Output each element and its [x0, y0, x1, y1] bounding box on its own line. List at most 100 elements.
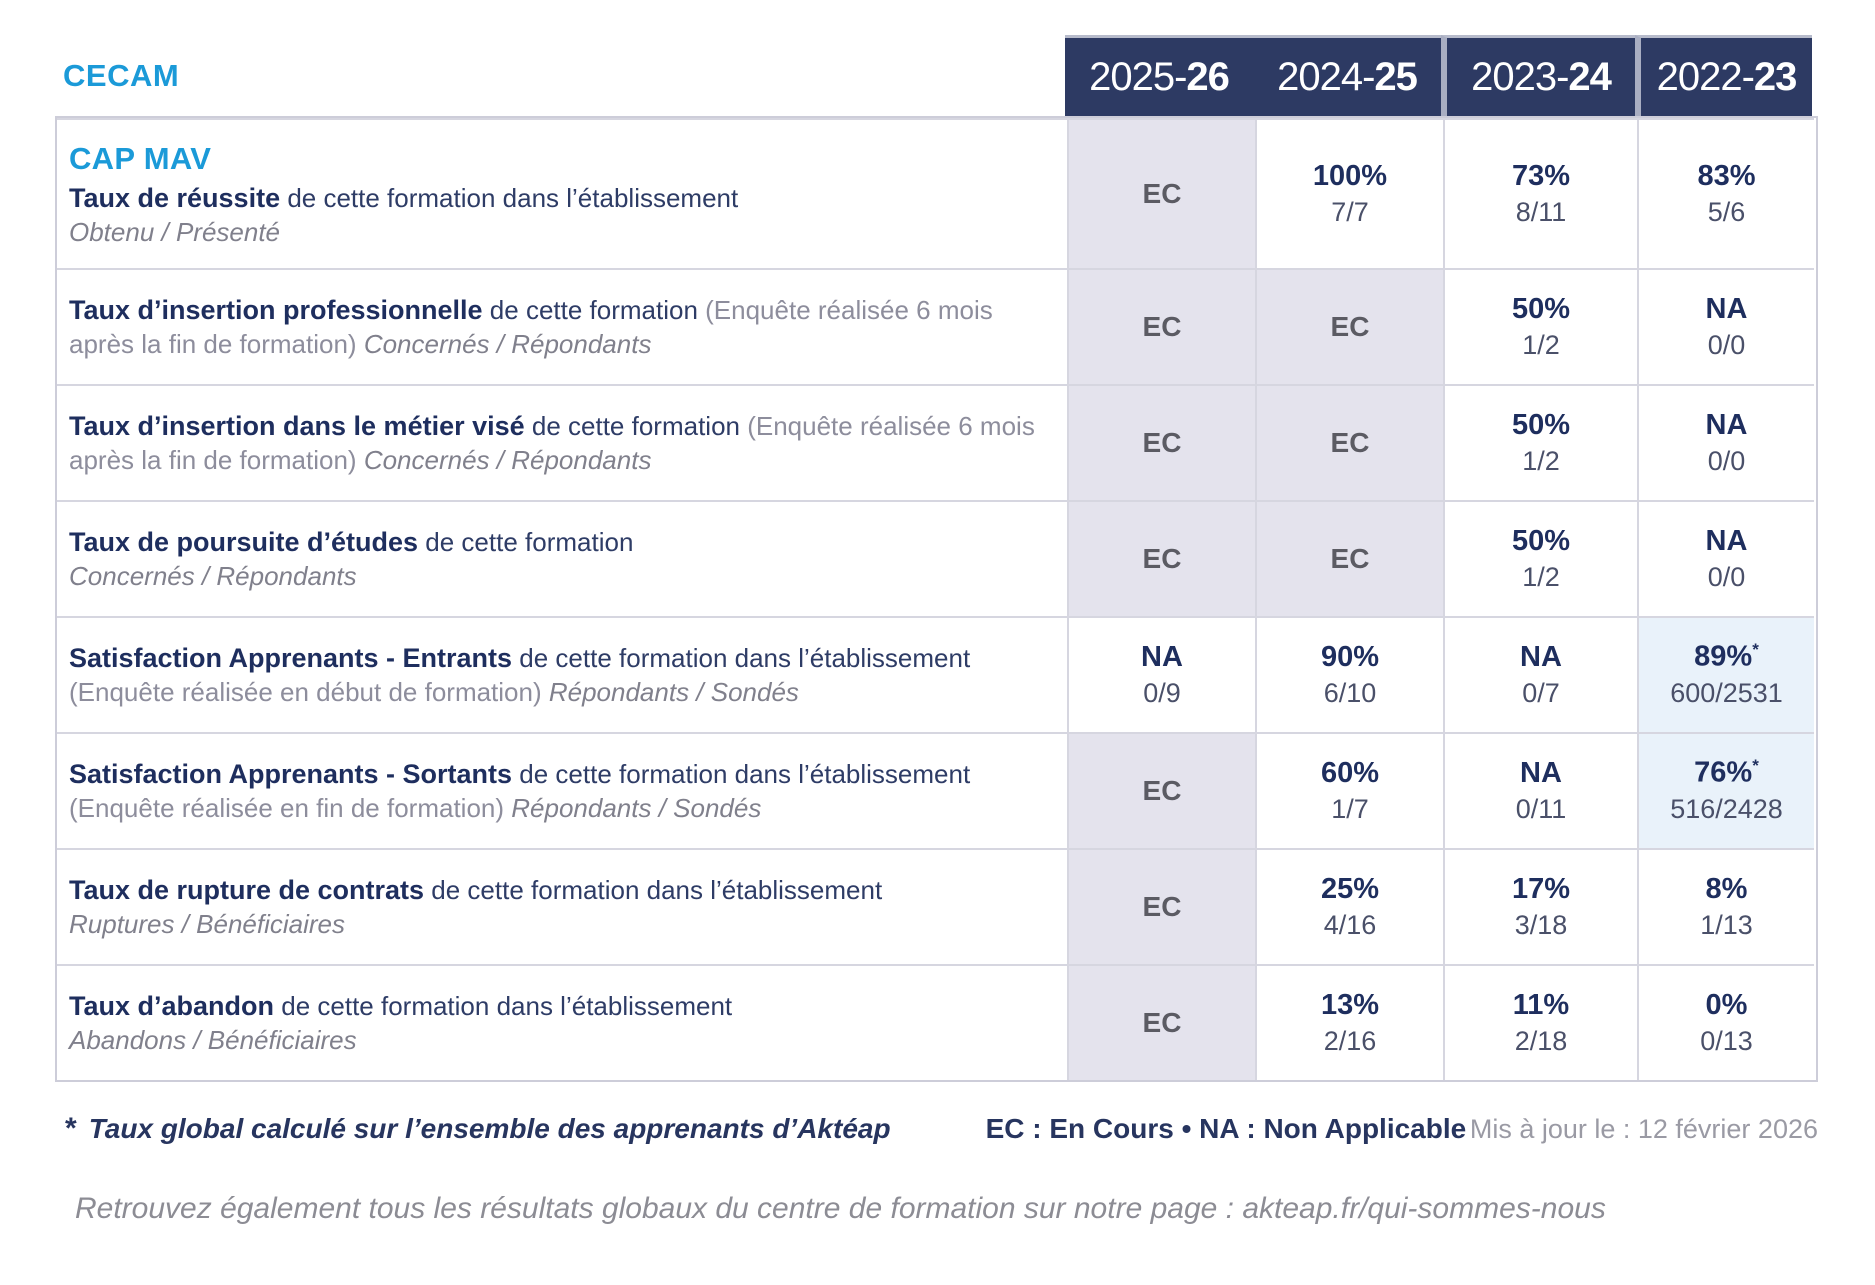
metric-ratio-caption: Concernés / Répondants: [69, 560, 357, 591]
value-cell-in-progress: EC: [1067, 500, 1255, 616]
metric-label-text: Taux de rupture de contrats de cette for…: [69, 873, 1045, 908]
year-prefix: 2022-: [1656, 54, 1755, 99]
percentage-value: 0%: [1705, 988, 1748, 1021]
metric-description: de cette formation dans l’établissement: [512, 643, 971, 674]
metric-title: Taux d’insertion dans le métier visé: [69, 411, 525, 442]
metric-label-text: Taux d’insertion dans le métier visé de …: [69, 409, 1045, 477]
ec-value: EC: [1330, 543, 1370, 574]
fraction-value: 1/2: [1522, 561, 1560, 592]
percentage-value: 73%: [1511, 159, 1571, 192]
metric-title: Taux de rupture de contrats: [69, 875, 425, 906]
year-prefix: 2023-: [1471, 54, 1569, 99]
value-cell-in-progress: EC: [1067, 848, 1255, 964]
metric-label-text: Taux d’insertion professionnelle de cett…: [69, 293, 1045, 361]
metric-label-text: Taux d’abandon de cette formation dans l…: [69, 989, 1045, 1024]
metric-label: Taux de poursuite d’études de cette form…: [57, 500, 1067, 616]
metric-label: Satisfaction Apprenants - Entrants de ce…: [57, 616, 1067, 732]
metric-title: Taux d’insertion professionnelle: [69, 295, 483, 326]
fraction-value: 0/0: [1707, 329, 1746, 360]
value-cell-in-progress: EC: [1067, 732, 1255, 848]
ec-value: EC: [1330, 427, 1370, 458]
footnote-text: Taux global calculé sur l’ensemble des a…: [88, 1113, 891, 1144]
fraction-value: 1/2: [1522, 329, 1560, 360]
percentage-value: 8%: [1705, 872, 1748, 905]
year-prefix: 2024-: [1277, 54, 1375, 99]
metric-label-text: Taux de réussite de cette formation dans…: [69, 181, 1045, 216]
percentage-value: 50%: [1511, 408, 1571, 441]
metric-ratio-caption: Concernés / Répondants: [363, 328, 652, 359]
metric-description: de cette formation dans l’établissement: [280, 183, 739, 214]
metric-ratio-caption: Ruptures / Bénéficiaires: [69, 908, 346, 939]
value-cell: 89%* 600/2531: [1637, 616, 1814, 732]
metric-label: Taux de rupture de contrats de cette for…: [57, 848, 1067, 964]
year-header-2024-25: 2024- 25: [1253, 35, 1441, 116]
percentage-value: 76%*: [1694, 756, 1759, 789]
value-cell-in-progress: EC: [1067, 964, 1255, 1080]
ec-value: EC: [1142, 775, 1182, 806]
metric-description: de cette formation: [524, 411, 748, 442]
fraction-value: 7/7: [1331, 196, 1369, 227]
percentage-value: 50%: [1511, 524, 1571, 557]
percentage-value: NA: [1520, 756, 1562, 789]
value-cell-in-progress: EC: [1255, 500, 1443, 616]
ec-value: EC: [1142, 178, 1182, 209]
value-cell: 13% 2/16: [1255, 964, 1443, 1080]
value-cell-in-progress: EC: [1067, 118, 1255, 268]
value-cell: 50% 1/2: [1443, 384, 1637, 500]
fraction-value: 1/7: [1331, 793, 1369, 824]
asterisk-marker: *: [1752, 756, 1759, 776]
percentage-value: 83%: [1697, 159, 1756, 192]
metric-label-text: Satisfaction Apprenants - Entrants de ce…: [69, 641, 1045, 709]
metric-title: Taux de réussite: [69, 183, 281, 214]
percentage-value: NA: [1705, 408, 1748, 441]
percentage-value: 50%: [1511, 292, 1571, 325]
metric-description: de cette formation dans l’établissement: [274, 991, 733, 1022]
year-suffix: 24: [1568, 54, 1611, 99]
metric-title: Taux d’abandon: [69, 991, 275, 1022]
ec-value: EC: [1142, 891, 1182, 922]
fraction-value: 2/16: [1323, 1025, 1377, 1056]
year-header-row: CECAM 2025- 26 2024- 25 2023- 24 2022- 23: [55, 35, 1818, 116]
metric-survey-note: (Enquête réalisée en fin de formation): [69, 792, 512, 823]
percentage-value: 100%: [1312, 159, 1388, 192]
metric-title: Satisfaction Apprenants - Entrants: [69, 643, 513, 674]
metric-label-text: Taux de poursuite d’études de cette form…: [69, 525, 1045, 560]
value-cell: 60% 1/7: [1255, 732, 1443, 848]
fraction-value: 1/13: [1700, 909, 1753, 940]
metric-ratio-caption: Abandons / Bénéficiaires: [69, 1024, 357, 1055]
footnote-asterisk: *: [65, 1112, 77, 1145]
percentage-value: NA: [1141, 640, 1183, 673]
results-page: { "org": "CECAM", "program": "CAP MAV", …: [0, 35, 1875, 1285]
metric-title: Satisfaction Apprenants - Sortants: [69, 759, 513, 790]
value-cell: NA 0/0: [1637, 268, 1814, 384]
percentage-value: 11%: [1512, 988, 1570, 1021]
ec-value: EC: [1142, 1007, 1182, 1038]
fraction-value: 0/13: [1700, 1025, 1753, 1056]
value-cell: NA 0/7: [1443, 616, 1637, 732]
metric-description: de cette formation dans l’établissement: [424, 875, 883, 906]
percentage-value: 89%*: [1694, 640, 1759, 673]
year-prefix: 2025-: [1089, 54, 1187, 99]
metric-description: de cette formation: [418, 527, 634, 558]
year-header-2022-23: 2022- 23: [1635, 35, 1812, 116]
metric-survey-note: (Enquête réalisée 6 mois après la fin de…: [69, 411, 1035, 475]
asterisk-marker: *: [1752, 640, 1759, 660]
bottom-note: Retrouvez également tous les résultats g…: [75, 1192, 1606, 1225]
metric-label: Taux d’insertion dans le métier visé de …: [57, 384, 1067, 500]
value-cell: 8% 1/13: [1637, 848, 1814, 964]
value-cell: 90% 6/10: [1255, 616, 1443, 732]
fraction-value: 8/11: [1515, 196, 1567, 227]
percentage-value: 90%: [1320, 640, 1380, 673]
value-cell-in-progress: EC: [1067, 268, 1255, 384]
results-table: CAP MAV Taux de réussite de cette formati…: [55, 116, 1818, 1082]
metric-description: de cette formation: [482, 295, 706, 326]
percentage-value: 60%: [1320, 756, 1380, 789]
percentage-value: NA: [1705, 292, 1748, 325]
value-cell: NA 0/11: [1443, 732, 1637, 848]
value-cell: 17% 3/18: [1443, 848, 1637, 964]
fraction-value: 4/16: [1323, 909, 1377, 940]
value-cell: 50% 1/2: [1443, 500, 1637, 616]
value-cell: 73% 8/11: [1443, 118, 1637, 268]
value-cell: NA 0/0: [1637, 384, 1814, 500]
value-cell: 83% 5/6: [1637, 118, 1814, 268]
